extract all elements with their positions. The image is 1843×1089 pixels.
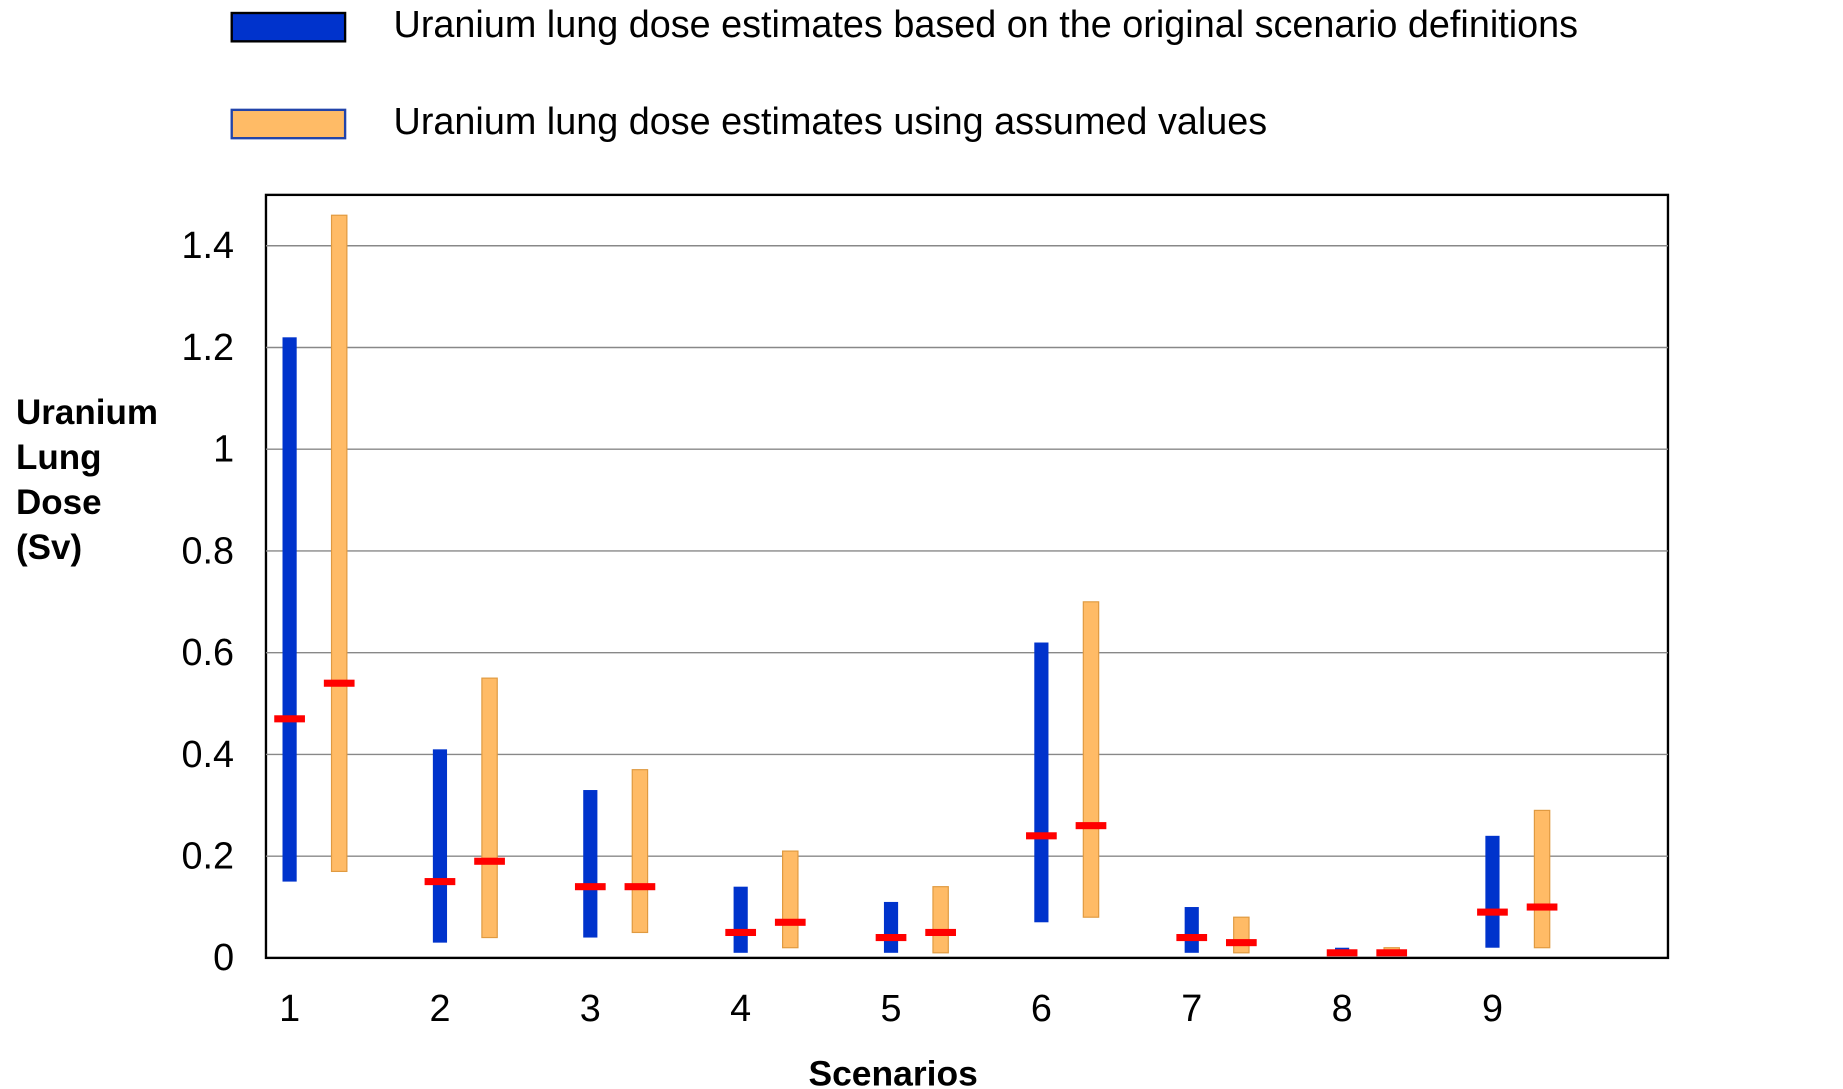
- median-mark: [1225, 939, 1257, 947]
- y-tick-label: 0.4: [182, 734, 235, 776]
- x-tick-label: 6: [1031, 988, 1052, 1030]
- median-mark: [1526, 903, 1558, 911]
- median-mark: [323, 679, 355, 687]
- median-mark: [1477, 908, 1508, 916]
- x-tick-label: 4: [730, 988, 751, 1030]
- range-bar: [1533, 809, 1551, 949]
- x-tick-label: 5: [881, 988, 902, 1030]
- y-axis-label: Uranium Lung Dose (Sv): [16, 393, 158, 567]
- legend-label: Uranium lung dose estimates based on the…: [394, 4, 1579, 46]
- x-tick-label: 7: [1181, 988, 1202, 1030]
- median-mark: [424, 878, 456, 886]
- range-bar: [782, 850, 799, 949]
- x-tick-label: 3: [580, 988, 601, 1030]
- range-bar: [583, 790, 598, 938]
- x-tick-label: 9: [1482, 988, 1503, 1030]
- y-tick-label: 1: [213, 429, 234, 471]
- median-mark: [1376, 949, 1408, 957]
- y-tick-label: 0: [213, 937, 234, 979]
- y-tick-label: 0.2: [182, 836, 235, 878]
- median-mark: [474, 857, 505, 865]
- range-bar: [733, 886, 748, 953]
- range-bar: [631, 769, 649, 934]
- legend-swatch: [230, 108, 347, 140]
- plot-frame: [264, 193, 1670, 960]
- y-tick-label: 1.2: [182, 327, 235, 369]
- range-bar: [282, 337, 297, 882]
- range-bar: [330, 214, 348, 873]
- range-bar: [1233, 916, 1250, 954]
- median-mark: [574, 883, 606, 891]
- median-mark: [1176, 934, 1208, 942]
- y-tick-label: 0.8: [182, 530, 235, 572]
- range-bar: [481, 677, 498, 939]
- legend-swatch: [230, 11, 347, 43]
- median-mark: [925, 928, 956, 937]
- median-mark: [725, 928, 757, 937]
- x-tick-label: 2: [429, 988, 450, 1030]
- median-mark: [774, 918, 806, 926]
- range-bar: [1082, 601, 1100, 918]
- range-bar: [1184, 907, 1199, 953]
- y-tick-label: 0.6: [182, 632, 235, 674]
- median-mark: [1075, 822, 1107, 830]
- range-bar: [1034, 642, 1049, 923]
- median-mark: [875, 934, 907, 942]
- range-bar: [932, 886, 949, 954]
- range-bar: [883, 901, 899, 953]
- range-bar: [1485, 835, 1500, 948]
- x-axis-label: Scenarios: [808, 1053, 977, 1089]
- median-mark: [1026, 832, 1057, 840]
- x-tick-label: 1: [279, 988, 300, 1030]
- legend-label: Uranium lung dose estimates using assume…: [394, 101, 1268, 143]
- range-bar: [432, 749, 448, 943]
- median-mark: [624, 883, 656, 891]
- x-tick-label: 8: [1332, 988, 1353, 1030]
- median-mark: [274, 715, 305, 723]
- y-tick-label: 1.4: [182, 225, 235, 267]
- median-mark: [1326, 949, 1358, 957]
